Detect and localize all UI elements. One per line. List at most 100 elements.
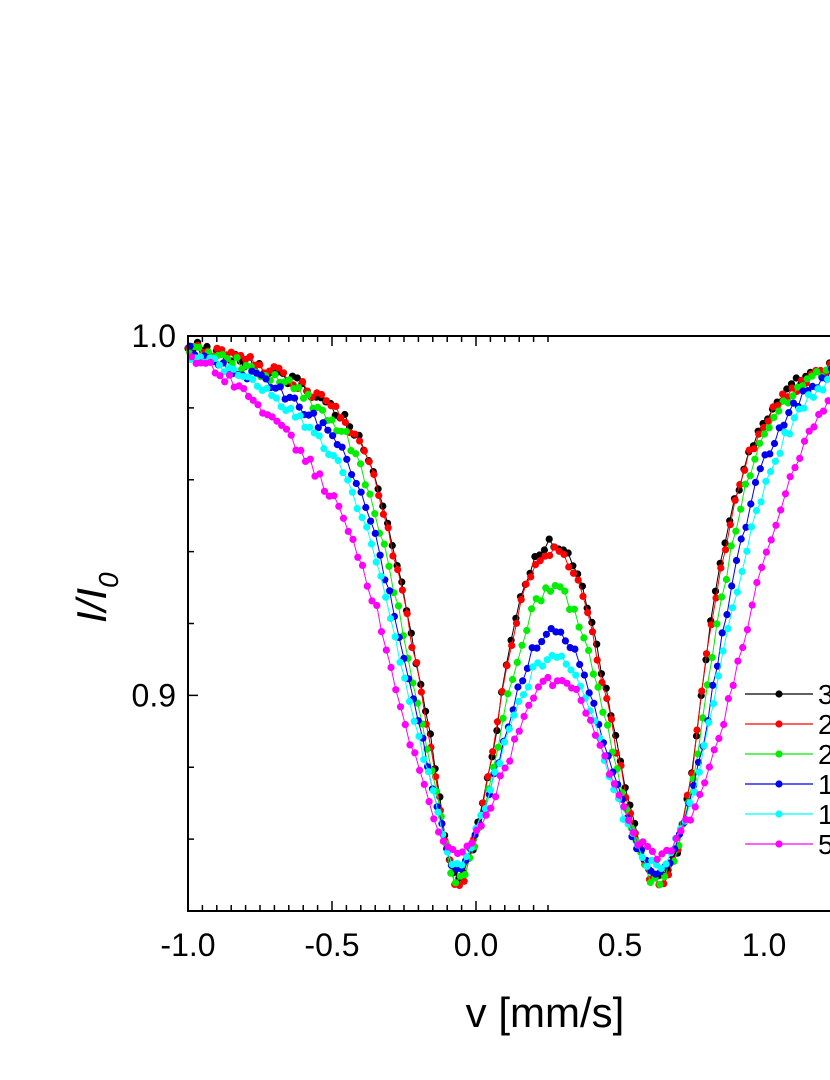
- legend-entry-3: 1: [745, 769, 830, 800]
- series-5-point-66: [502, 764, 509, 771]
- series-2-point-110: [709, 654, 716, 661]
- series-5-point-43: [392, 686, 399, 693]
- series-2-point-70: [519, 642, 526, 649]
- series-2-point-83: [580, 634, 587, 641]
- series-4-point-45: [401, 675, 408, 682]
- series-1-point-119: [751, 445, 758, 452]
- series-3-point-74: [538, 638, 545, 645]
- series-1-point-68: [508, 642, 515, 649]
- series-5-point-33: [345, 528, 352, 535]
- series-5-point-127: [791, 464, 798, 471]
- series-2-point-82: [576, 624, 583, 631]
- series-3-point-125: [780, 422, 787, 429]
- series-5-point-49: [421, 781, 428, 788]
- legend-marker: [775, 690, 782, 697]
- series-4-point-107: [696, 769, 703, 776]
- series-4-point-28: [320, 445, 327, 452]
- series-2-point-121: [761, 431, 768, 438]
- series-4-point-118: [748, 523, 755, 530]
- series-1-point-85: [589, 628, 596, 635]
- series-5-point-134: [825, 397, 830, 404]
- series-1-point-114: [727, 521, 734, 528]
- series-4-point-116: [739, 568, 746, 575]
- legend-entry-5: 5: [745, 829, 830, 860]
- series-3-point-119: [752, 479, 759, 486]
- series-3-point-37: [362, 504, 369, 511]
- series-3-point-32: [339, 444, 346, 451]
- series-4-point-69: [515, 698, 522, 705]
- series-5-point-41: [383, 647, 390, 654]
- series-5-point-109: [706, 763, 713, 770]
- series-2-point-85: [590, 671, 597, 678]
- series-5-point-11: [240, 385, 247, 392]
- series-5-point-120: [758, 564, 765, 571]
- y-tick-label-1: 1.0: [132, 318, 176, 354]
- series-5-point-53: [440, 838, 447, 845]
- series-1-point-41: [380, 511, 387, 518]
- series-5-point-62: [483, 812, 490, 819]
- series-1-point-20: [280, 369, 287, 376]
- series-4-point-100: [663, 860, 670, 867]
- series-4-point-71: [525, 683, 532, 690]
- series-4-point-40: [377, 573, 384, 580]
- series-5-point-129: [801, 438, 808, 445]
- series-4-point-27: [316, 432, 323, 439]
- series-2-point-72: [528, 605, 535, 612]
- series-2-point-118: [747, 472, 754, 479]
- series-4-point-34: [349, 489, 356, 496]
- series-3-point-118: [747, 500, 754, 507]
- x-tick-label-2: 0.0: [454, 927, 498, 963]
- series-3-point-26: [310, 410, 317, 417]
- series-3-point-115: [733, 557, 740, 564]
- series-5-point-30: [330, 492, 337, 499]
- series-2-point-25: [305, 391, 312, 398]
- series-5-point-102: [673, 835, 680, 842]
- series-4-point-129: [800, 405, 807, 412]
- series-5-point-32: [340, 515, 347, 522]
- series-5-point-121: [763, 549, 770, 556]
- plot-frame: [188, 336, 830, 911]
- series-5-point-91: [620, 803, 627, 810]
- series-1-point-88: [603, 695, 610, 702]
- series-5-point-117: [744, 626, 751, 633]
- series-2-point-114: [728, 542, 735, 549]
- series-4-point-79: [563, 661, 570, 668]
- series-5-point-68: [511, 736, 518, 743]
- series-5-point-14: [254, 401, 261, 408]
- series-4-point-124: [777, 450, 784, 457]
- series-4-point-112: [720, 647, 727, 654]
- series-2-point-30: [328, 416, 335, 423]
- series-4-point-108: [701, 742, 708, 749]
- series-1-point-42: [385, 524, 392, 531]
- series-5-point-112: [720, 721, 727, 728]
- series-5-point-71: [525, 702, 532, 709]
- series-5-point-92: [625, 817, 632, 824]
- series-2-point-123: [770, 414, 777, 421]
- series-3-point-19: [277, 383, 284, 390]
- series-5-point-35: [354, 554, 361, 561]
- series-2-point-21: [286, 376, 293, 383]
- series-4-point-121: [762, 478, 769, 485]
- series-5-point-103: [677, 827, 684, 834]
- series-4-point-109: [705, 719, 712, 726]
- series-5-point-50: [426, 798, 433, 805]
- series-4-point-74: [539, 663, 546, 670]
- series-3-point-35: [353, 480, 360, 487]
- series-4-point-39: [373, 559, 380, 566]
- series-3-point-23: [296, 404, 303, 411]
- series-3-point-116: [738, 535, 745, 542]
- series-1-point-67: [503, 662, 510, 669]
- series-1-point-39: [370, 471, 377, 478]
- series-4-point-46: [406, 698, 413, 705]
- series-5-point-88: [606, 771, 613, 778]
- series-1-point-89: [608, 716, 615, 723]
- series-5-point-72: [530, 695, 537, 702]
- series-2-point-86: [595, 684, 602, 691]
- series-1-point-36: [356, 437, 363, 444]
- series-5-point-86: [597, 742, 604, 749]
- series-5-point-110: [711, 746, 718, 753]
- series-1-point-64: [489, 748, 496, 755]
- series-5-point-63: [487, 805, 494, 812]
- series-5-point-64: [492, 793, 499, 800]
- series-1-point-38: [366, 458, 373, 465]
